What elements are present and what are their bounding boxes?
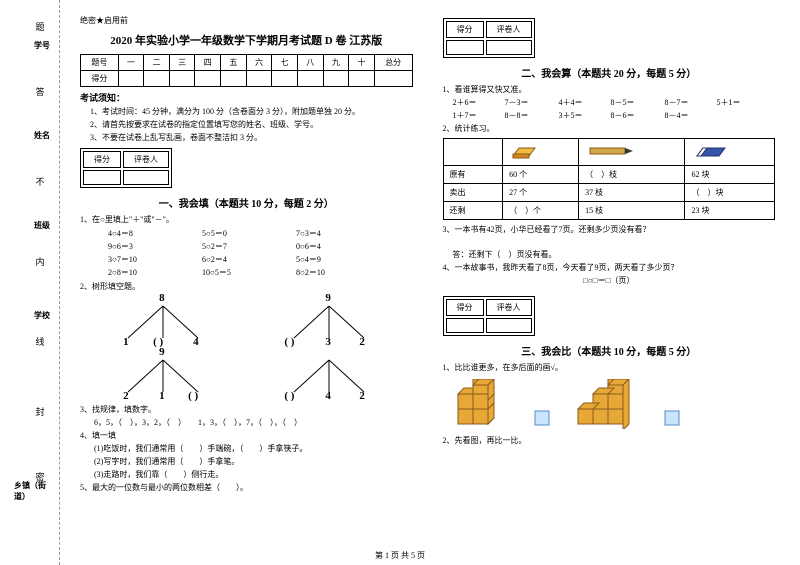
pencil-icon [579, 139, 685, 166]
eraser-icon [685, 139, 775, 166]
label-xuexiao: 学校 [34, 310, 50, 321]
seal-mi: 密 [30, 470, 50, 483]
marker-box: 得分评卷人 [80, 148, 172, 188]
seal-xian: 线 [30, 335, 50, 348]
secret-label: 绝密★启用前 [80, 15, 413, 26]
tree-row-1: 8 1 ( ) 4 9 ( ) 3 2 [80, 296, 413, 346]
s2q3a: 答：还剩下（ ）页没有看。 [453, 249, 776, 260]
seal-ti: 题 [30, 20, 50, 33]
cube-group-1 [453, 379, 513, 429]
notice-heading: 考试须知： [80, 91, 413, 104]
seal-bu: 不 [30, 175, 50, 188]
sharpener-icon [503, 139, 579, 166]
q1-grid: 4○4＝85○5＝07○3＝4 9○6＝35○2＝70○6＝4 3○7＝106○… [94, 227, 413, 279]
notice-3: 3、不要在试卷上乱写乱画，卷面不整洁扣 3 分。 [90, 132, 413, 143]
q3-seq: 6，5，（ ），3，2，（ ） 1，3，（ ），7，（ ），（ ） [94, 417, 413, 428]
section-3-title: 三、我会比（本题共 10 分，每题 5 分） [443, 343, 776, 358]
page-content: 绝密★启用前 2020 年实验小学一年级数学下学期月考试题 D 卷 江苏版 题号… [65, 10, 790, 545]
checkbox-1[interactable] [533, 409, 553, 429]
tree-4: ( ) 4 2 [279, 350, 379, 400]
q4: 4、填一填 [80, 430, 413, 441]
notice-2: 2、请首先按要求在试卷的指定位置填写您的姓名、班级、学号。 [90, 119, 413, 130]
s3q2: 2、先看图，再比一比。 [443, 435, 776, 446]
label-banji: 班级 [34, 220, 50, 231]
tree-row-2: 9 2 1 ( ) ( ) 4 2 [80, 350, 413, 400]
checkbox-2[interactable] [663, 409, 683, 429]
q2: 2、树形填空题。 [80, 281, 413, 292]
score-header-row: 题号一二 三四五 六七八 九十总分 [81, 55, 413, 71]
q4a: (1)吃饭时，我们通常用（ ）手端碗，（ ）手拿筷子。 [94, 443, 413, 454]
label-xingming: 姓名 [34, 130, 50, 141]
score-table: 题号一二 三四五 六七八 九十总分 得分 [80, 54, 413, 87]
score-value-row: 得分 [81, 71, 413, 87]
s2q2: 2、统计练习。 [443, 123, 776, 134]
s3q1: 1、比比谁更多，在多后面的画√。 [443, 362, 776, 373]
cube-group-2 [573, 379, 643, 429]
calc-row-1: 2＋6＝7－3＝ 4＋4＝8－5＝ 8－7＝5＋1＝ [453, 97, 776, 108]
left-column: 绝密★启用前 2020 年实验小学一年级数学下学期月考试题 D 卷 江苏版 题号… [65, 10, 428, 545]
marker-box-2: 得分评卷人 [443, 18, 535, 58]
s2q1: 1、看谁算得又快又准。 [443, 84, 776, 95]
section-2-title: 二、我会算（本题共 20 分，每题 5 分） [443, 65, 776, 80]
notice-1: 1、考试时间：45 分钟，满分为 100 分（含卷面分 3 分），附加题单独 2… [90, 106, 413, 117]
page-footer: 第 1 页 共 5 页 [0, 550, 800, 561]
s2q3: 3、一本书有42页，小华已经看了7页。还剩多少页没有看？ [443, 224, 776, 235]
right-column: 得分评卷人 二、我会算（本题共 20 分，每题 5 分） 1、看谁算得又快又准。… [428, 10, 791, 545]
tree-1: 8 1 ( ) 4 [113, 296, 213, 346]
cube-comparison [453, 379, 776, 429]
seal-nei: 内 [30, 255, 50, 268]
exam-title: 2020 年实验小学一年级数学下学期月考试题 D 卷 江苏版 [80, 32, 413, 48]
marker-box-3: 得分评卷人 [443, 296, 535, 336]
q3: 3、找规律，填数字。 [80, 404, 413, 415]
q4c: (3)走路时，我们靠（ ）侧行走。 [94, 469, 413, 480]
q1: 1、在○里填上"＋"或"－"。 [80, 214, 413, 225]
q4b: (2)写字时，我们通常用（ ）手拿笔。 [94, 456, 413, 467]
section-1-title: 一、我会填（本题共 10 分，每题 2 分） [80, 195, 413, 210]
q5: 5、最大的一位数与最小的两位数相差（ ）。 [80, 482, 413, 493]
label-xiang: 乡镇（街道） [14, 480, 54, 502]
binding-margin: 学号 姓名 班级 学校 乡镇（街道） 题 答 不 内 线 封 密 [0, 0, 60, 565]
tree-2: 9 ( ) 3 2 [279, 296, 379, 346]
label-xuehao: 学号 [34, 40, 50, 51]
tree-3: 9 2 1 ( ) [113, 350, 213, 400]
seal-da: 答 [30, 85, 50, 98]
seal-feng: 封 [30, 405, 50, 418]
calc-row-2: 1＋7＝8－8＝ 3＋5＝8－6＝ 8－4＝ [453, 110, 776, 121]
s2q4: 4、一本故事书，我昨天看了8页，今天看了9页，两天看了多少页？ [443, 262, 776, 273]
s2q4a: □○□＝□（页） [443, 275, 776, 286]
stat-table: 原有60 个（ ）枝62 块 卖出27 个37 枝（ ）块 还剩（ ）个15 枝… [443, 138, 776, 220]
